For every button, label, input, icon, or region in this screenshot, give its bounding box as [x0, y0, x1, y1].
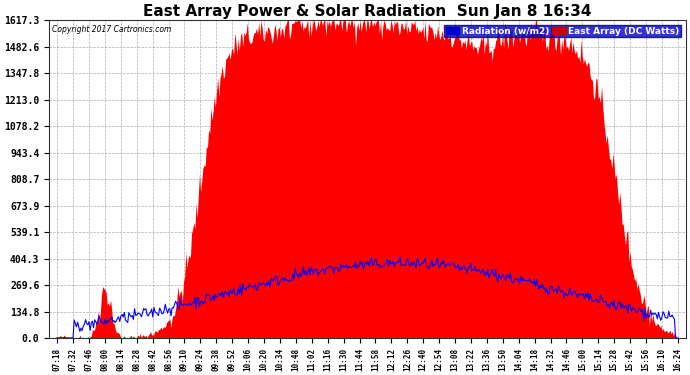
Text: Copyright 2017 Cartronics.com: Copyright 2017 Cartronics.com: [52, 25, 172, 34]
Legend: Radiation (w/m2), East Array (DC Watts): Radiation (w/m2), East Array (DC Watts): [444, 25, 681, 38]
Title: East Array Power & Solar Radiation  Sun Jan 8 16:34: East Array Power & Solar Radiation Sun J…: [144, 4, 592, 19]
